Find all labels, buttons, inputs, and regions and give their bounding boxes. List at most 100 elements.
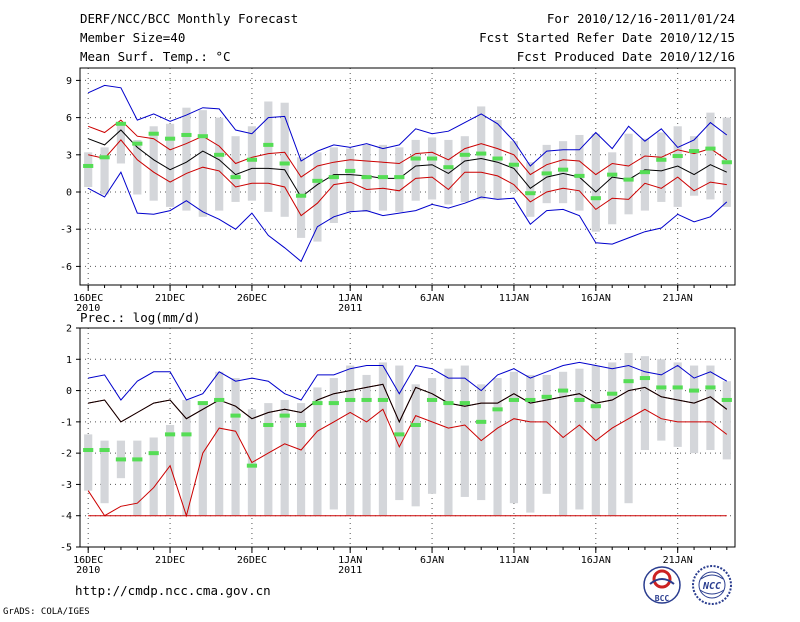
prec-ytick-label-4: -2 [60, 449, 72, 460]
prec-bar-day-4 [133, 440, 142, 516]
prec-bar-day-14 [296, 403, 306, 516]
temp-xtick-label-3: 1JAN [338, 293, 362, 304]
precip-panel-title: Prec.: log(mm/d) [80, 310, 200, 325]
temp-ytick-label-5: -6 [60, 262, 72, 273]
temp-bar-day-3 [116, 123, 126, 164]
prec-xtick-label-5: 11JAN [499, 555, 529, 566]
prec-median-day-8 [197, 401, 208, 406]
temp-median-day-10 [230, 175, 241, 180]
temp-bar-day-28 [526, 162, 535, 217]
temp-median-day-39 [705, 146, 716, 151]
temp-bar-day-5 [149, 126, 158, 201]
temp-median-day-3 [115, 121, 127, 126]
temp-frame [79, 67, 736, 286]
temp-series-maximum [87, 84, 728, 167]
prec-median-day-39 [705, 385, 716, 390]
temp-bar-day-23 [444, 139, 453, 205]
temp-median-day-5 [148, 131, 159, 136]
prec-bar-day-36 [657, 359, 666, 441]
temp-median-day-15 [312, 178, 323, 183]
temp-median-day-9 [214, 152, 225, 157]
temp-bar-day-33 [608, 152, 617, 225]
prec-median-day-15 [312, 401, 323, 406]
temp-series-upper-spread [88, 119, 728, 178]
prec-median-day-28 [525, 397, 536, 402]
prec-bar-day-1 [84, 434, 93, 491]
temp-series-ensemble-mean [88, 129, 728, 198]
temp-xtick-label-7: 21JAN [663, 293, 693, 304]
member-size-label: Member Size=40 [80, 30, 185, 45]
prec-median-day-35 [639, 376, 651, 381]
prec-median-day-36 [656, 385, 667, 390]
prec-xtick-label-3: 1JAN [338, 555, 362, 566]
temp-bar-day-36 [657, 132, 666, 202]
temp-xtick-label-4: 6JAN [420, 293, 444, 304]
temp-bar-day-7 [182, 107, 191, 211]
prec-bar-day-10 [231, 378, 240, 516]
prec-bar-day-15 [313, 387, 322, 516]
temp-median-day-22 [426, 156, 438, 161]
prec-median-day-27 [508, 397, 520, 402]
prec-bar-day-33 [608, 362, 617, 516]
prec-bar-day-8 [198, 403, 207, 516]
temp-median-day-30 [557, 167, 569, 172]
temp-median-day-21 [410, 156, 421, 161]
prec-bar-day-28 [526, 374, 535, 513]
prec-median-day-29 [541, 394, 552, 399]
temp-bar-day-9 [215, 117, 224, 211]
temp-median-day-16 [328, 175, 339, 180]
prec-median-day-38 [688, 388, 700, 393]
temp-bar-day-8 [198, 110, 207, 217]
prec-median-day-14 [295, 422, 307, 427]
temp-median-day-4 [132, 141, 143, 146]
temp-ytick-label-4: -3 [60, 225, 72, 236]
variable-label: Mean Surf. Temp.: °C [80, 49, 231, 64]
prec-bar-day-31 [575, 368, 584, 510]
temp-bar-day-24 [460, 136, 469, 202]
prec-median-day-19 [377, 397, 389, 402]
temp-median-day-36 [656, 157, 667, 162]
prec-median-day-5 [148, 451, 159, 456]
prec-median-day-16 [328, 401, 339, 406]
footer-url[interactable]: http://cmdp.ncc.cma.gov.cn [75, 583, 271, 598]
temp-median-day-28 [525, 191, 536, 196]
prec-bar-day-19 [378, 362, 388, 516]
prec-xtick-sublabel-0: 2010 [76, 565, 100, 576]
prec-bar-day-37 [673, 362, 682, 447]
prec-bar-day-9 [215, 371, 224, 516]
bcc-logo: BCC [643, 566, 681, 604]
prec-bar-day-17 [346, 365, 355, 516]
prec-bar-day-13 [280, 399, 289, 516]
temp-bar-day-4 [133, 139, 142, 195]
prec-median-day-12 [263, 422, 274, 427]
prec-ytick-label-3: -1 [60, 417, 72, 428]
prec-series-ensemble-mean [88, 383, 728, 424]
temp-median-day-17 [345, 168, 356, 173]
prec-xtick-label-4: 6JAN [420, 555, 444, 566]
temp-bar-day-34 [624, 133, 633, 215]
temp-bar-day-15 [313, 152, 322, 242]
prec-median-day-30 [557, 388, 569, 393]
prec-xtick-label-2: 26DEC [237, 555, 267, 566]
temp-ytick-label-2: 3 [66, 150, 72, 161]
prec-median-day-25 [476, 419, 487, 424]
prec-median-day-33 [607, 391, 618, 396]
prec-ytick-label-0: 2 [66, 324, 72, 335]
temp-median-day-34 [623, 177, 634, 182]
temp-bar-day-1 [84, 152, 93, 188]
temp-xtick-label-6: 16JAN [581, 293, 611, 304]
prec-median-day-20 [394, 432, 405, 437]
temp-bar-day-31 [575, 134, 584, 211]
temp-median-day-19 [377, 175, 389, 180]
temp-bar-day-39 [706, 112, 715, 200]
temp-median-day-14 [295, 193, 307, 198]
temp-bar-day-21 [411, 139, 420, 201]
temp-bar-day-35 [640, 138, 650, 211]
prec-bar-day-12 [264, 403, 273, 516]
prec-median-day-37 [672, 385, 683, 390]
prec-bar-day-26 [493, 378, 502, 516]
temp-bar-day-30 [558, 141, 568, 204]
prec-bar-day-7 [182, 399, 191, 516]
